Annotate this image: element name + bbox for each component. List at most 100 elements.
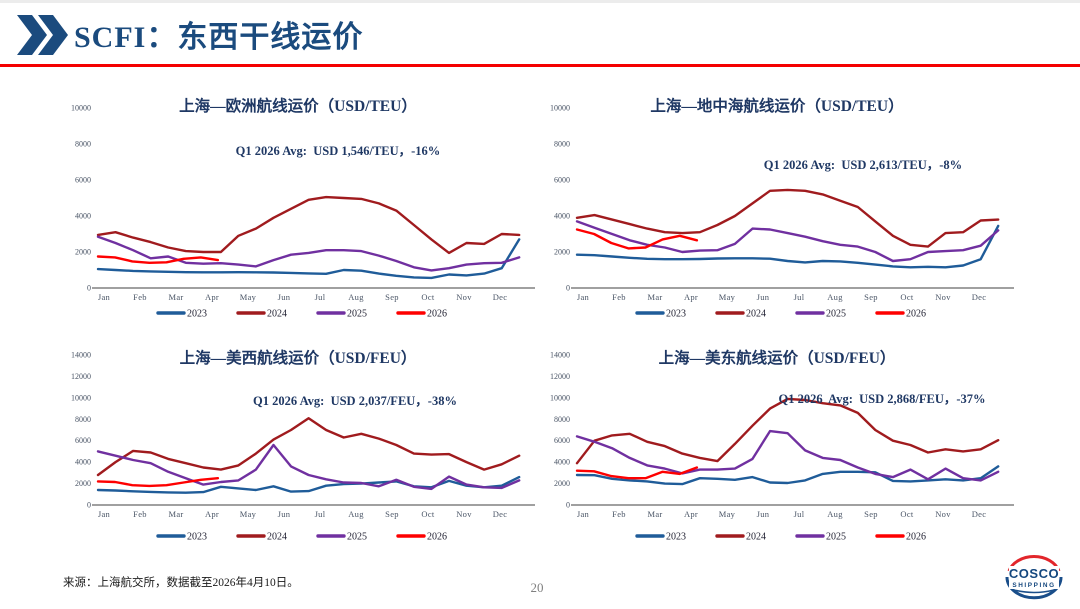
y-tick-label: 2000 bbox=[75, 248, 91, 257]
y-tick-label: 6000 bbox=[75, 176, 91, 185]
series-line-2023 bbox=[96, 475, 521, 494]
x-tick-label: Aug bbox=[348, 509, 364, 519]
legend-label-2023: 2023 bbox=[666, 309, 686, 320]
chart-title: 上海—美东航线运价（USD/FEU） bbox=[658, 350, 896, 367]
legend-label-2024: 2024 bbox=[746, 532, 766, 543]
y-tick-label: 0 bbox=[566, 501, 570, 510]
x-tick-label: Mar bbox=[168, 292, 183, 302]
x-tick-label: Jan bbox=[98, 292, 111, 302]
x-tick-label: Aug bbox=[827, 292, 843, 302]
x-tick-label: Jun bbox=[757, 292, 770, 302]
series-line-2024 bbox=[575, 188, 1000, 248]
x-tick-label: Jun bbox=[278, 509, 291, 519]
x-tick-label: Dec bbox=[493, 509, 508, 519]
logo-wordmark-cosco: COSCO bbox=[1009, 566, 1059, 581]
x-tick-label: Oct bbox=[421, 509, 435, 519]
chart-annotation: Q1 2026 Avg: USD 2,037/FEU，-38% bbox=[253, 394, 457, 408]
double-chevron-icon bbox=[17, 15, 68, 55]
x-tick-label: Dec bbox=[972, 292, 987, 302]
y-tick-label: 0 bbox=[566, 284, 570, 293]
top-hairline-divider bbox=[0, 0, 1080, 3]
legend-label-2025: 2025 bbox=[347, 532, 367, 543]
series-line-2026 bbox=[96, 476, 220, 488]
y-tick-label: 10000 bbox=[550, 393, 570, 402]
x-tick-label: Nov bbox=[456, 292, 472, 302]
x-tick-label: Jun bbox=[278, 292, 291, 302]
y-tick-label: 6000 bbox=[554, 436, 570, 445]
series-line-2025 bbox=[575, 429, 1000, 482]
x-tick-label: Jul bbox=[315, 292, 326, 302]
logo-text-band bbox=[1009, 566, 1059, 589]
x-tick-label: Mar bbox=[168, 509, 183, 519]
y-tick-label: 0 bbox=[87, 501, 91, 510]
x-tick-label: Feb bbox=[612, 292, 626, 302]
y-tick-label: 12000 bbox=[71, 372, 91, 381]
x-tick-label: Jul bbox=[794, 292, 805, 302]
legend-label-2024: 2024 bbox=[267, 309, 287, 320]
red-divider bbox=[0, 64, 1080, 67]
x-tick-label: Jul bbox=[794, 509, 805, 519]
x-tick-label: May bbox=[240, 509, 257, 519]
chart-annotation: Q1 2026 Avg: USD 2,613/TEU，-8% bbox=[763, 158, 963, 172]
cosco-shipping-logo: COSCO SHIPPING bbox=[1005, 554, 1063, 600]
y-tick-label: 8000 bbox=[554, 140, 570, 149]
x-tick-label: Sep bbox=[385, 292, 399, 302]
legend-label-2025: 2025 bbox=[826, 532, 846, 543]
chart-plot-usec: 0 2000 4000 6000 8000 10000 12000 14000 Jan Feb Ma… bbox=[550, 351, 1014, 543]
y-tick-label: 6000 bbox=[554, 176, 570, 185]
chart-plot-mediterranean: 0 2000 4000 6000 8000 10000 Jan Feb Mar Apr May Jun… bbox=[550, 104, 1014, 320]
legend-label-2023: 2023 bbox=[187, 309, 207, 320]
x-tick-label: Dec bbox=[493, 292, 508, 302]
x-tick-label: Jan bbox=[577, 509, 590, 519]
series-line-2026 bbox=[96, 255, 220, 265]
x-tick-label: Apr bbox=[205, 292, 219, 302]
chart-plot-europe: 0 2000 4000 6000 8000 10000 Jan Feb Mar Apr May Jun… bbox=[71, 104, 535, 320]
y-tick-label: 8000 bbox=[554, 415, 570, 424]
y-tick-label: 10000 bbox=[71, 104, 91, 113]
legend-label-2025: 2025 bbox=[826, 309, 846, 320]
legend-label-2025: 2025 bbox=[347, 309, 367, 320]
x-tick-label: Aug bbox=[348, 292, 364, 302]
legend-label-2023: 2023 bbox=[666, 532, 686, 543]
x-tick-label: Feb bbox=[133, 292, 147, 302]
x-tick-label: Oct bbox=[421, 292, 435, 302]
y-tick-label: 10000 bbox=[71, 393, 91, 402]
series-line-2024 bbox=[96, 195, 521, 255]
chart-shanghai-mediterranean: 0 2000 4000 6000 8000 10000 Jan Feb Mar Apr May Jun… bbox=[527, 88, 1019, 338]
y-tick-label: 2000 bbox=[554, 248, 570, 257]
x-tick-label: May bbox=[240, 292, 257, 302]
y-tick-label: 4000 bbox=[75, 458, 91, 467]
x-tick-label: Sep bbox=[385, 509, 399, 519]
chart-title: 上海—欧洲航线运价（USD/TEU） bbox=[179, 98, 417, 115]
logo-wordmark-shipping: SHIPPING bbox=[1012, 582, 1055, 589]
series-line-2025 bbox=[96, 235, 521, 272]
series-line-2024 bbox=[96, 416, 521, 477]
series-line-2023 bbox=[575, 224, 1000, 269]
x-tick-label: Jan bbox=[577, 292, 590, 302]
chart-plot-uswc: 0 2000 4000 6000 8000 10000 12000 14000 Jan Feb Ma… bbox=[71, 351, 535, 543]
x-tick-label: Oct bbox=[900, 509, 914, 519]
y-tick-label: 2000 bbox=[75, 479, 91, 488]
x-tick-label: Sep bbox=[864, 509, 878, 519]
y-tick-label: 4000 bbox=[75, 212, 91, 221]
x-tick-label: Apr bbox=[684, 292, 698, 302]
x-tick-label: Apr bbox=[684, 509, 698, 519]
x-tick-label: Sep bbox=[864, 292, 878, 302]
chart-shanghai-uswc: 0 2000 4000 6000 8000 10000 12000 14000 Jan Feb Ma… bbox=[48, 340, 540, 552]
page-number: 20 bbox=[530, 580, 544, 595]
legend-label-2024: 2024 bbox=[746, 309, 766, 320]
series-line-2026 bbox=[575, 466, 699, 480]
y-tick-label: 8000 bbox=[75, 415, 91, 424]
y-tick-label: 14000 bbox=[550, 351, 570, 360]
x-tick-label: Aug bbox=[827, 509, 843, 519]
legend-label-2026: 2026 bbox=[427, 532, 447, 543]
y-tick-label: 12000 bbox=[550, 372, 570, 381]
x-tick-label: Feb bbox=[612, 509, 626, 519]
x-tick-label: Feb bbox=[133, 509, 147, 519]
y-tick-label: 4000 bbox=[554, 458, 570, 467]
legend-label-2026: 2026 bbox=[427, 309, 447, 320]
legend-label-2024: 2024 bbox=[267, 532, 287, 543]
x-tick-label: Nov bbox=[935, 509, 951, 519]
y-tick-label: 6000 bbox=[75, 436, 91, 445]
